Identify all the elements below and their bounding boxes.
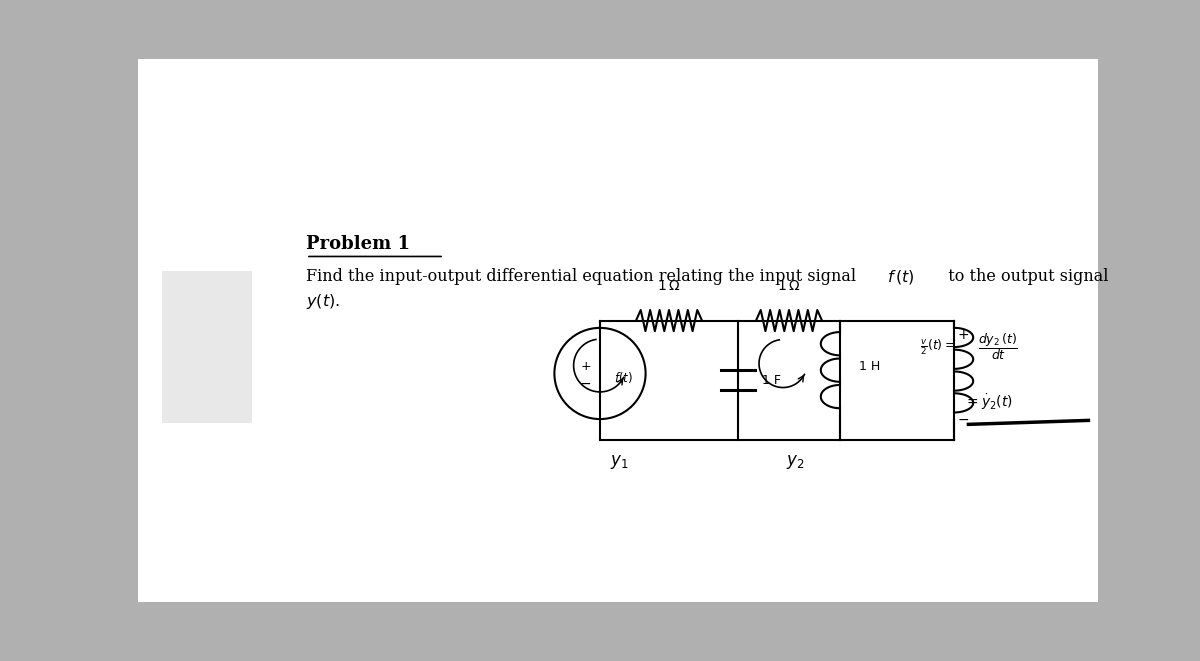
Text: 1 F: 1 F: [762, 373, 781, 387]
Bar: [162, 271, 252, 423]
Text: Find the input-output differential equation relating the input signal: Find the input-output differential equat…: [306, 268, 866, 285]
Text: $f\,(t)$: $f\,(t)$: [887, 268, 914, 286]
Text: $1\,\Omega$: $1\,\Omega$: [658, 279, 680, 293]
Text: $\dfrac{dy_2\,(t)}{dt}$: $\dfrac{dy_2\,(t)}{dt}$: [978, 332, 1018, 362]
Text: $=\dot{y}_2(t)$: $=\dot{y}_2(t)$: [964, 392, 1013, 412]
Text: 1 H: 1 H: [859, 360, 881, 373]
Text: $\frac{v}{2}(t)=$: $\frac{v}{2}(t)=$: [920, 337, 956, 357]
Text: $y_2$: $y_2$: [786, 453, 804, 471]
Text: $y(t).$: $y(t).$: [306, 292, 340, 311]
Text: Problem 1: Problem 1: [306, 235, 410, 253]
Text: $1\,\Omega$: $1\,\Omega$: [778, 279, 800, 293]
Text: −: −: [958, 412, 970, 427]
Text: to the output signal: to the output signal: [938, 268, 1109, 285]
Text: $y_1$: $y_1$: [610, 453, 629, 471]
Text: $f(t)$: $f(t)$: [614, 370, 634, 385]
Text: −: −: [580, 376, 592, 391]
Text: +: +: [581, 360, 590, 373]
FancyBboxPatch shape: [138, 59, 1098, 602]
Text: +: +: [958, 328, 970, 342]
